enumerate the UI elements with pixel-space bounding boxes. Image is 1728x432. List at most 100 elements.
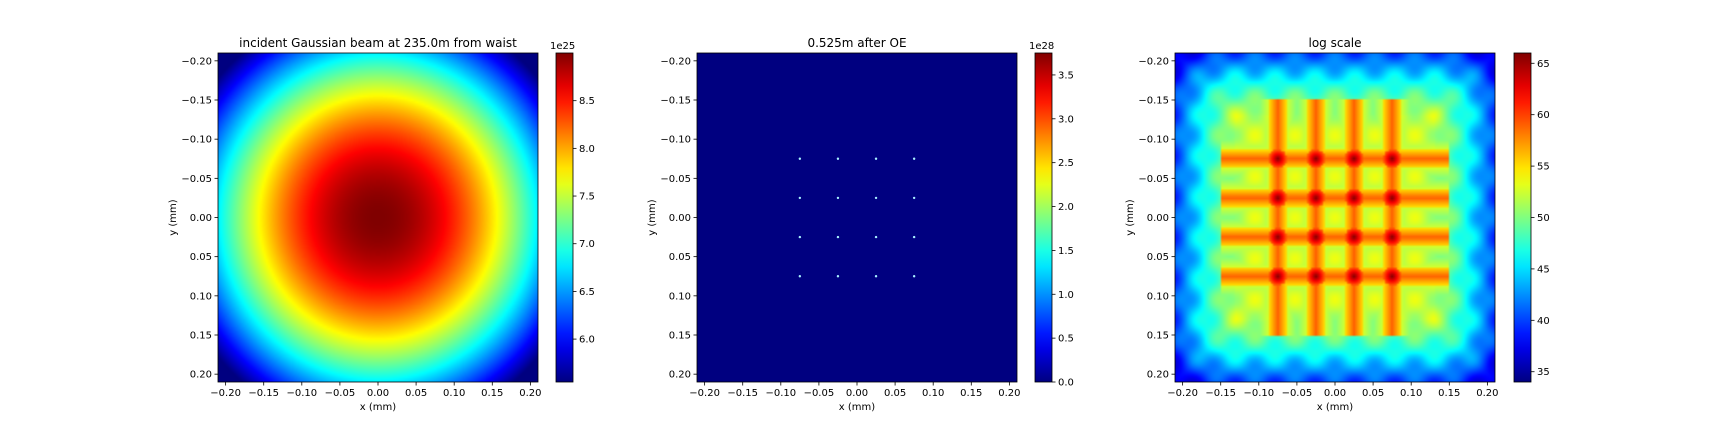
y-tick-label: −0.20 — [660, 56, 691, 67]
x-tick-label: −0.15 — [1205, 388, 1236, 399]
diffraction-spot — [912, 196, 916, 200]
y-tick-label: −0.10 — [181, 135, 212, 146]
colorbar-tick-label: 2.0 — [1058, 202, 1074, 213]
x-axis-label: x (mm) — [360, 402, 396, 413]
y-tick-label: −0.15 — [181, 96, 212, 107]
colorbar-tick-label: 8.0 — [579, 144, 595, 155]
colorbar-tick-label: 6.0 — [579, 335, 595, 346]
colorbar: 35 40 45 50 55 60 65 — [1513, 52, 1550, 383]
y-tick-label: 0.05 — [190, 252, 212, 263]
colorbar-tick-label: 7.5 — [579, 192, 595, 203]
y-tick-label: 0.10 — [190, 291, 212, 302]
x-tick-label: −0.10 — [286, 388, 317, 399]
y-tick-label: −0.20 — [181, 56, 212, 67]
colorbar-tick-label: 1.0 — [1058, 290, 1074, 301]
y-tick-label: 0.00 — [190, 213, 212, 224]
x-tick-label: −0.20 — [1167, 388, 1198, 399]
colorbar-tick-label: 45 — [1537, 264, 1550, 275]
y-tick-label: 0.00 — [1147, 213, 1169, 224]
chart-panel-1: −0.20 −0.15 −0.10 −0.05 0.00 0.05 0.10 0.15 0.20… — [168, 36, 595, 413]
y-tick-label: 0.20 — [669, 370, 691, 381]
y-tick-label: −0.05 — [181, 174, 212, 185]
y-axis-label: y (mm) — [647, 199, 658, 235]
heatmap-image — [218, 53, 538, 382]
colorbar-tick-label: 3.0 — [1058, 114, 1074, 125]
heatmap-image — [1175, 53, 1495, 382]
y-axis-label: y (mm) — [168, 199, 179, 235]
y-tick-label: −0.10 — [1138, 135, 1169, 146]
diffraction-spot — [874, 275, 878, 278]
x-tick-label: 0.15 — [1438, 388, 1460, 399]
colorbar-gradient — [555, 52, 574, 383]
colorbar-tick-label: 6.5 — [579, 287, 595, 298]
colorbar-tick-label: 8.5 — [579, 96, 595, 107]
y-tick-label: 0.15 — [669, 331, 691, 342]
colorbar: 0.0 0.5 1.0 1.5 2.0 2.5 3.0 3.5 1e28 — [1029, 41, 1074, 389]
heatmap-image — [697, 53, 1017, 382]
x-tick-label: 0.10 — [443, 388, 465, 399]
y-tick-label: 0.15 — [190, 331, 212, 342]
y-tick-label: −0.10 — [660, 135, 691, 146]
x-tick-label: −0.20 — [210, 388, 241, 399]
chart-title: 0.525m after OE — [807, 36, 906, 50]
x-axis-label: x (mm) — [1317, 402, 1353, 413]
x-tick-label: 0.00 — [846, 388, 868, 399]
chart-title: log scale — [1308, 36, 1361, 50]
y-tick-label: −0.15 — [660, 96, 691, 107]
colorbar-tick-label: 3.5 — [1058, 70, 1074, 81]
y-tick-label: −0.20 — [1138, 56, 1169, 67]
colorbar-tick-label: 2.5 — [1058, 158, 1074, 169]
x-tick-label: 0.20 — [998, 388, 1020, 399]
diffraction-spot — [836, 196, 840, 200]
colorbar-exponent: 1e25 — [550, 41, 575, 52]
x-tick-label: 0.10 — [1400, 388, 1422, 399]
y-tick-label: 0.10 — [1147, 291, 1169, 302]
x-tick-label: −0.05 — [804, 388, 835, 399]
diffraction-spot — [798, 235, 802, 239]
x-tick-label: 0.05 — [1362, 388, 1384, 399]
colorbar-tick-label: 55 — [1537, 162, 1550, 173]
x-tick-label: −0.05 — [325, 388, 356, 399]
colorbar-exponent: 1e28 — [1029, 41, 1054, 52]
diffraction-spot — [798, 196, 802, 200]
y-tick-label: 0.05 — [669, 252, 691, 263]
diffraction-spot — [836, 275, 840, 278]
colorbar-tick-label: 65 — [1537, 59, 1550, 70]
colorbar-tick-label: 0.5 — [1058, 334, 1074, 345]
diffraction-spot — [874, 235, 878, 239]
x-tick-label: −0.10 — [1243, 388, 1274, 399]
diffraction-spot — [836, 235, 840, 239]
diffraction-spot — [798, 275, 802, 278]
x-tick-label: −0.20 — [689, 388, 720, 399]
y-tick-label: 0.10 — [669, 291, 691, 302]
colorbar-gradient — [1034, 52, 1053, 383]
diffraction-spot — [912, 157, 916, 160]
diffraction-spot — [836, 157, 840, 160]
y-tick-label: −0.05 — [660, 174, 691, 185]
x-tick-label: 0.00 — [367, 388, 389, 399]
diffraction-spot — [912, 275, 916, 278]
x-tick-label: 0.20 — [1476, 388, 1498, 399]
diffraction-spot — [798, 157, 802, 160]
x-tick-label: 0.05 — [405, 388, 427, 399]
x-tick-label: −0.05 — [1282, 388, 1313, 399]
x-tick-label: 0.15 — [481, 388, 503, 399]
y-tick-label: 0.05 — [1147, 252, 1169, 263]
y-tick-label: −0.15 — [1138, 96, 1169, 107]
diffraction-spot — [874, 157, 878, 160]
colorbar-tick-label: 50 — [1537, 213, 1550, 224]
x-tick-label: −0.10 — [765, 388, 796, 399]
chart-panel-3: −0.20 −0.15 −0.10 −0.05 0.00 0.05 0.10 0.15 0.20… — [1125, 36, 1550, 413]
chart-panel-2: −0.20 −0.15 −0.10 −0.05 0.00 0.05 0.10 0.15 0.20… — [647, 36, 1074, 413]
chart-title: incident Gaussian beam at 235.0m from wa… — [239, 36, 517, 50]
x-tick-label: 0.20 — [519, 388, 541, 399]
colorbar-tick-label: 7.0 — [579, 239, 595, 250]
colorbar-tick-label: 1.5 — [1058, 246, 1074, 257]
y-tick-label: 0.20 — [190, 370, 212, 381]
colorbar-tick-label: 0.0 — [1058, 378, 1074, 389]
x-tick-label: 0.00 — [1324, 388, 1346, 399]
y-axis-label: y (mm) — [1125, 199, 1136, 235]
y-tick-label: −0.05 — [1138, 174, 1169, 185]
colorbar-tick-label: 60 — [1537, 110, 1550, 121]
